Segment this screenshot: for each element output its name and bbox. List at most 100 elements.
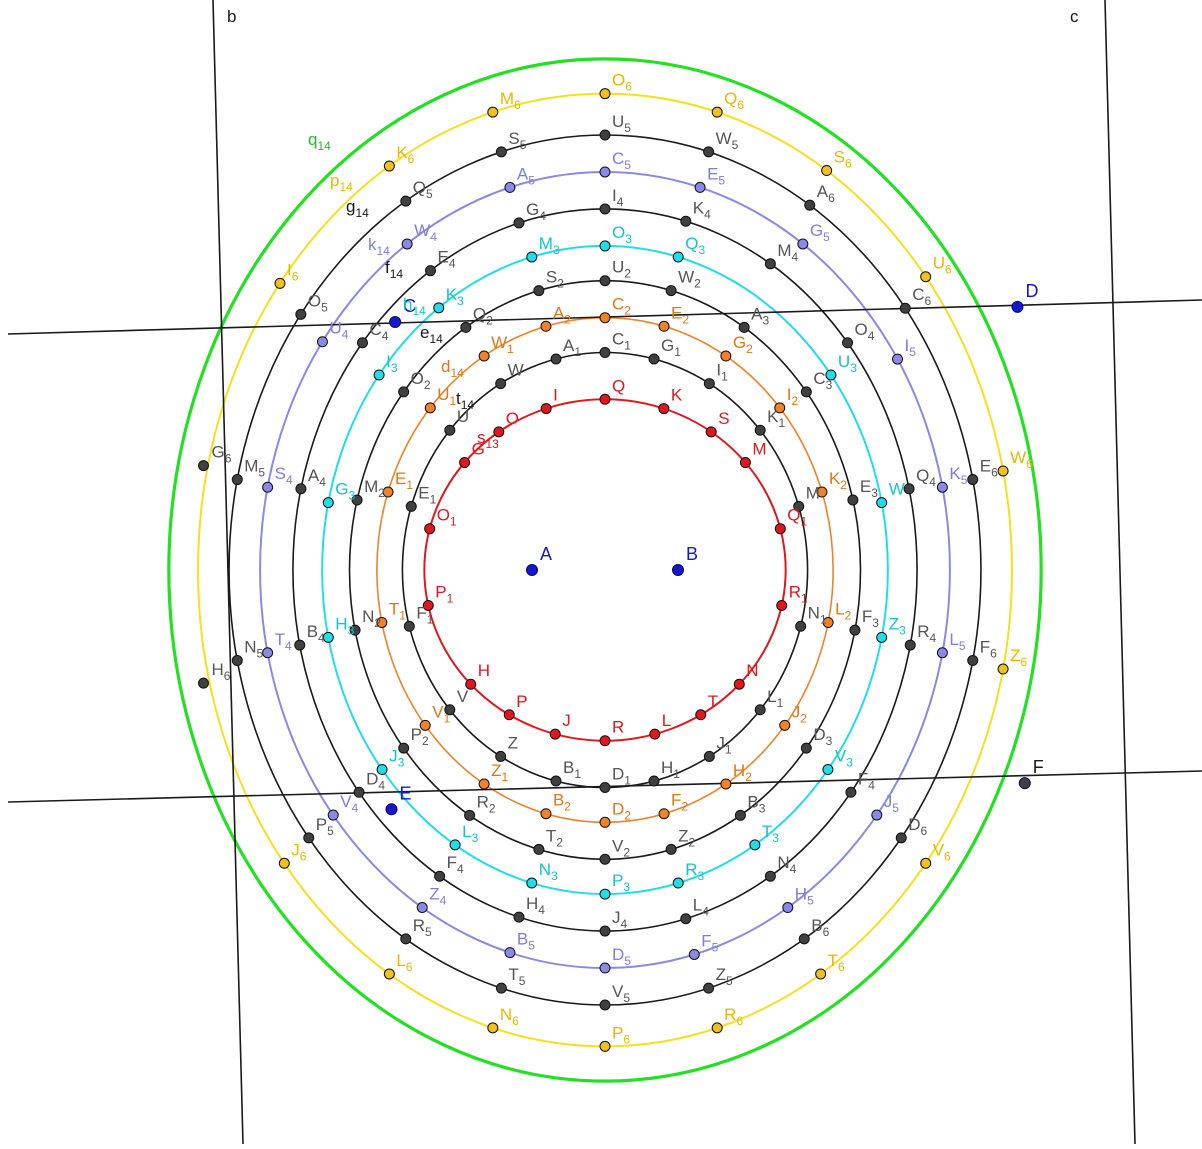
point-j5[interactable]	[871, 809, 883, 821]
point-q4[interactable]	[903, 483, 915, 495]
point-d2[interactable]	[599, 816, 611, 828]
point-p[interactable]	[503, 709, 515, 721]
point-u6[interactable]	[920, 271, 932, 283]
intersection-point-d[interactable]	[1011, 300, 1024, 313]
point-z2[interactable]	[665, 843, 677, 855]
point-c6[interactable]	[899, 302, 911, 314]
point-b3[interactable]	[734, 809, 746, 821]
point-u1[interactable]	[424, 402, 436, 414]
point-g1[interactable]	[648, 353, 660, 365]
point-j4[interactable]	[599, 925, 611, 937]
point-n5[interactable]	[231, 654, 243, 666]
point-g6[interactable]	[198, 460, 209, 472]
point-d1[interactable]	[599, 782, 611, 793]
point-d3[interactable]	[800, 742, 812, 754]
point-z5[interactable]	[703, 982, 715, 994]
point-b1[interactable]	[550, 775, 562, 787]
point-l6[interactable]	[383, 968, 395, 980]
point-k2[interactable]	[816, 486, 828, 498]
point-h1[interactable]	[648, 775, 660, 787]
point-h5[interactable]	[782, 902, 794, 914]
point-h2[interactable]	[720, 778, 732, 790]
point-p3[interactable]	[599, 888, 611, 900]
point-w6[interactable]	[997, 465, 1009, 477]
point-l5[interactable]	[936, 647, 948, 659]
point-p5[interactable]	[303, 832, 315, 844]
point-w5[interactable]	[703, 146, 715, 158]
point-w[interactable]	[495, 378, 507, 390]
point-g4[interactable]	[513, 217, 525, 229]
point-r2[interactable]	[464, 809, 476, 821]
point-o3[interactable]	[599, 240, 611, 252]
point-s[interactable]	[705, 426, 717, 438]
point-r[interactable]	[599, 735, 611, 747]
point-j3[interactable]	[376, 764, 388, 776]
point-i5[interactable]	[892, 353, 904, 365]
point-c2[interactable]	[599, 312, 611, 324]
point-m3[interactable]	[526, 251, 538, 263]
point-w2[interactable]	[665, 285, 677, 297]
point-g2[interactable]	[720, 350, 732, 362]
point-f4[interactable]	[434, 870, 446, 882]
point-u2[interactable]	[599, 275, 611, 287]
point-a6[interactable]	[804, 199, 816, 211]
point-t2[interactable]	[533, 843, 545, 855]
point-e5[interactable]	[694, 181, 706, 193]
point-k5[interactable]	[936, 481, 948, 493]
point-r3[interactable]	[672, 877, 684, 889]
point-f1[interactable]	[403, 620, 415, 632]
point-p2[interactable]	[398, 742, 410, 754]
point-z4[interactable]	[416, 902, 428, 914]
point-o2[interactable]	[398, 386, 410, 398]
point-i4[interactable]	[599, 203, 611, 215]
point-t6[interactable]	[815, 968, 827, 980]
point-n4[interactable]	[764, 870, 776, 882]
point-o4[interactable]	[842, 337, 854, 349]
point-q1[interactable]	[774, 523, 786, 535]
point-z6[interactable]	[997, 663, 1009, 675]
point-c3[interactable]	[800, 386, 812, 398]
point-z[interactable]	[495, 750, 507, 762]
point-z3[interactable]	[876, 631, 888, 643]
point-g3[interactable]	[322, 497, 334, 509]
point-k4[interactable]	[680, 215, 692, 227]
point-l[interactable]	[649, 728, 661, 740]
point-k[interactable]	[658, 403, 670, 415]
point-o6[interactable]	[599, 88, 611, 100]
point-e3[interactable]	[847, 494, 859, 506]
point-g[interactable]	[459, 457, 471, 469]
point-t3[interactable]	[749, 839, 761, 851]
point-c5[interactable]	[599, 166, 611, 178]
point-l4[interactable]	[680, 913, 692, 925]
point-v4[interactable]	[327, 809, 339, 821]
point-n6[interactable]	[487, 1022, 499, 1034]
point-u5[interactable]	[599, 129, 611, 141]
point-i[interactable]	[540, 403, 552, 415]
point-k3[interactable]	[433, 302, 445, 314]
point-k1[interactable]	[754, 424, 766, 436]
point-h3[interactable]	[322, 631, 334, 643]
point-e1[interactable]	[405, 500, 417, 512]
point-h4[interactable]	[513, 911, 525, 923]
point-l3[interactable]	[449, 839, 461, 851]
point-f6[interactable]	[967, 654, 979, 666]
point-v6[interactable]	[920, 857, 932, 869]
point-q6[interactable]	[711, 106, 723, 118]
point-r5[interactable]	[400, 933, 412, 945]
point-i6[interactable]	[274, 277, 286, 289]
point-o[interactable]	[493, 426, 505, 438]
point-o5[interactable]	[295, 308, 307, 320]
point-n3[interactable]	[526, 877, 538, 889]
line-b[interactable]	[212, 0, 244, 1145]
point-w[interactable]	[876, 497, 888, 509]
intersection-point-c[interactable]	[389, 316, 402, 329]
point-b4[interactable]	[294, 639, 306, 651]
point-n[interactable]	[733, 678, 745, 690]
point-e6[interactable]	[967, 474, 979, 486]
point-q5[interactable]	[400, 195, 412, 207]
point-z1[interactable]	[478, 778, 490, 790]
point-s5[interactable]	[495, 146, 507, 158]
point-d5[interactable]	[599, 962, 611, 974]
